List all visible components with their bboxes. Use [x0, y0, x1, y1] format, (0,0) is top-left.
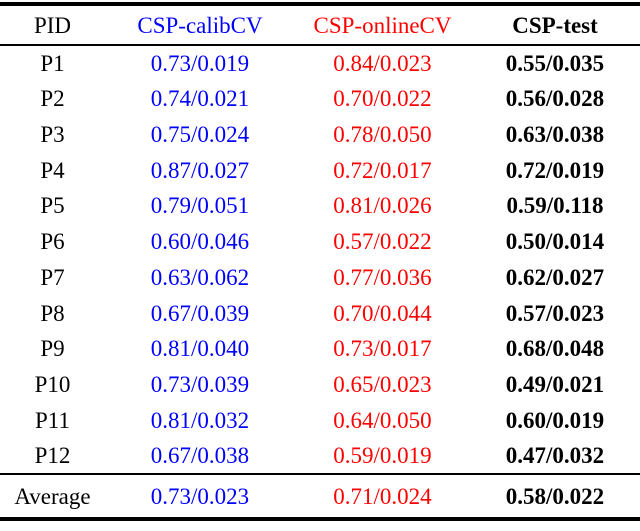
- average-calib-value: 0.73/0.023: [105, 473, 295, 519]
- pid-cell: P9: [40, 336, 65, 362]
- pid-cell: P7: [40, 264, 65, 290]
- pid-cell: P2: [40, 86, 65, 112]
- calib-value: 0.81/0.032: [150, 407, 250, 433]
- calib-value: 0.87/0.027: [150, 157, 250, 183]
- table-row: P5 0.79/0.051 0.81/0.026 0.59/0.118: [0, 188, 640, 224]
- online-value: 0.70/0.022: [333, 86, 432, 112]
- test-value: 0.56/0.028: [505, 86, 605, 112]
- online-value: 0.70/0.044: [333, 300, 432, 326]
- table-row: P10 0.73/0.039 0.65/0.023 0.49/0.021: [0, 367, 640, 403]
- online-value: 0.59/0.019: [333, 443, 432, 469]
- online-value: 0.73/0.017: [333, 336, 432, 362]
- pid-cell: P6: [40, 229, 65, 255]
- pid-cell: P10: [34, 372, 71, 398]
- test-value: 0.60/0.019: [505, 407, 605, 433]
- col-header-online: CSP-onlineCV: [295, 4, 470, 46]
- table-row: P4 0.87/0.027 0.72/0.017 0.72/0.019: [0, 152, 640, 188]
- pid-cell: P1: [40, 50, 65, 76]
- online-value: 0.57/0.022: [333, 229, 432, 255]
- table-row: P7 0.63/0.062 0.77/0.036 0.62/0.027: [0, 260, 640, 296]
- test-value: 0.68/0.048: [505, 336, 605, 362]
- test-value: 0.57/0.023: [505, 300, 605, 326]
- average-online-value: 0.71/0.024: [295, 473, 470, 519]
- pid-cell: P3: [40, 121, 65, 147]
- table-row: P11 0.81/0.032 0.64/0.050 0.60/0.019: [0, 403, 640, 439]
- pid-cell: P5: [40, 193, 65, 219]
- calib-value: 0.75/0.024: [150, 121, 250, 147]
- table-row: P3 0.75/0.024 0.78/0.050 0.63/0.038: [0, 117, 640, 153]
- calib-value: 0.67/0.039: [150, 300, 250, 326]
- calib-value: 0.73/0.039: [150, 372, 250, 398]
- results-table: PID CSP-calibCV CSP-onlineCV CSP-test P1…: [0, 2, 640, 521]
- pid-cell: P11: [35, 407, 70, 433]
- pid-cell: P8: [40, 300, 65, 326]
- test-value: 0.72/0.019: [505, 157, 605, 183]
- average-test-value: 0.58/0.022: [470, 473, 640, 519]
- table-row: P2 0.74/0.021 0.70/0.022 0.56/0.028: [0, 81, 640, 117]
- test-value: 0.62/0.027: [505, 264, 605, 290]
- col-header-test: CSP-test: [470, 4, 640, 46]
- calib-value: 0.60/0.046: [150, 229, 250, 255]
- calib-value: 0.63/0.062: [150, 264, 250, 290]
- test-value: 0.50/0.014: [505, 229, 605, 255]
- calib-value: 0.81/0.040: [150, 336, 250, 362]
- test-value: 0.63/0.038: [505, 121, 605, 147]
- average-label: Average: [0, 473, 105, 519]
- online-value: 0.81/0.026: [333, 193, 432, 219]
- calib-value: 0.79/0.051: [150, 193, 250, 219]
- table-row: P8 0.67/0.039 0.70/0.044 0.57/0.023: [0, 295, 640, 331]
- test-value: 0.55/0.035: [505, 50, 605, 76]
- pid-cell: P4: [40, 157, 65, 183]
- col-header-calib: CSP-calibCV: [105, 4, 295, 46]
- col-header-pid: PID: [0, 4, 105, 46]
- online-value: 0.84/0.023: [333, 50, 432, 76]
- online-value: 0.77/0.036: [333, 264, 432, 290]
- test-value: 0.49/0.021: [505, 372, 605, 398]
- test-value: 0.59/0.118: [506, 193, 604, 219]
- online-value: 0.65/0.023: [333, 372, 432, 398]
- average-row: Average 0.73/0.023 0.71/0.024 0.58/0.022: [0, 473, 640, 519]
- table-row: P1 0.73/0.019 0.84/0.023 0.55/0.035: [0, 45, 640, 81]
- test-value: 0.47/0.032: [505, 443, 605, 469]
- online-value: 0.72/0.017: [333, 157, 432, 183]
- calib-value: 0.74/0.021: [150, 86, 250, 112]
- online-value: 0.64/0.050: [333, 407, 432, 433]
- online-value: 0.78/0.050: [333, 121, 432, 147]
- table-row: P12 0.67/0.038 0.59/0.019 0.47/0.032: [0, 438, 640, 474]
- pid-cell: P12: [34, 443, 71, 469]
- table-row: P9 0.81/0.040 0.73/0.017 0.68/0.048: [0, 331, 640, 367]
- calib-value: 0.67/0.038: [150, 443, 250, 469]
- table-row: P6 0.60/0.046 0.57/0.022 0.50/0.014: [0, 224, 640, 260]
- header-row: PID CSP-calibCV CSP-onlineCV CSP-test: [0, 4, 640, 46]
- calib-value: 0.73/0.019: [150, 50, 250, 76]
